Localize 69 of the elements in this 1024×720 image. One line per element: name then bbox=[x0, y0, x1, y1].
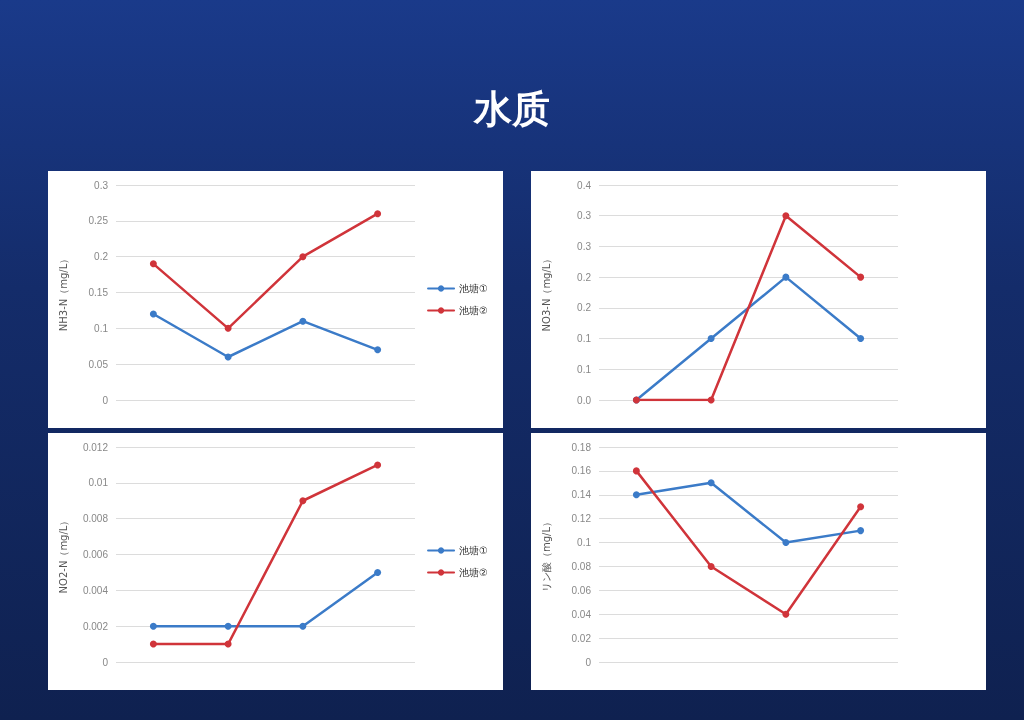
y-tick-label: 0 bbox=[585, 656, 592, 668]
point bbox=[224, 324, 232, 332]
point bbox=[782, 610, 790, 618]
y-tick-label: 0.12 bbox=[571, 513, 592, 525]
y-tick-label: 0.04 bbox=[571, 608, 592, 620]
text: 水质 bbox=[472, 86, 551, 133]
point bbox=[299, 622, 307, 630]
y-tick-label: 0.01 bbox=[88, 477, 109, 489]
y-tick-label: 0 bbox=[102, 656, 109, 668]
y-tick-label: 0 bbox=[102, 394, 109, 406]
point bbox=[857, 273, 865, 281]
point bbox=[224, 640, 232, 648]
y-tick-label: 0.05 bbox=[88, 358, 109, 370]
point bbox=[857, 527, 865, 535]
y-tick-label: 0.15 bbox=[88, 287, 109, 298]
point bbox=[224, 622, 232, 630]
y-tick-label: 0.06 bbox=[571, 584, 592, 596]
point bbox=[782, 212, 790, 220]
point bbox=[374, 346, 382, 354]
point bbox=[299, 253, 307, 261]
y-axis-title: リン酸（mg/L） bbox=[540, 516, 552, 593]
point bbox=[782, 539, 790, 547]
y-tick-label: 0.1 bbox=[577, 333, 592, 345]
point bbox=[707, 479, 715, 487]
point bbox=[149, 310, 157, 318]
point bbox=[374, 210, 382, 218]
y-tick-label: 0.1 bbox=[577, 363, 592, 375]
y-tick-label: 0.008 bbox=[82, 513, 109, 525]
y-tick-label: 0.1 bbox=[94, 322, 109, 334]
point bbox=[707, 335, 715, 343]
point bbox=[857, 503, 865, 511]
y-tick-label: 0.012 bbox=[82, 441, 109, 453]
legend-label: 池塘① bbox=[459, 283, 488, 294]
point bbox=[149, 640, 157, 648]
point bbox=[857, 335, 865, 343]
y-tick-label: 0.4 bbox=[577, 179, 592, 191]
y-tick-label: 0.08 bbox=[571, 560, 592, 572]
legend-label: 池塘① bbox=[459, 545, 488, 556]
y-tick-label: 0.002 bbox=[82, 620, 109, 632]
y-tick-label: 0.02 bbox=[571, 632, 592, 644]
point bbox=[374, 568, 382, 576]
y-tick-label: 0.2 bbox=[577, 302, 592, 314]
point bbox=[149, 260, 157, 268]
y-axis-title: NO3-N（mg/L） bbox=[540, 253, 552, 332]
y-tick-label: 0.3 bbox=[577, 240, 592, 252]
y-tick-label: 0.2 bbox=[577, 271, 592, 283]
y-tick-label: 0.2 bbox=[94, 251, 109, 263]
legend-label: 池塘② bbox=[459, 305, 488, 316]
y-tick-label: 0.1 bbox=[577, 537, 592, 549]
y-tick-label: 0.14 bbox=[571, 489, 592, 501]
y-tick-label: 0.006 bbox=[82, 549, 109, 560]
y-tick-label: 0.16 bbox=[571, 465, 592, 477]
point bbox=[299, 317, 307, 325]
y-axis-title: NH3-N（mg/L） bbox=[57, 253, 69, 332]
legend-label: 池塘② bbox=[459, 567, 488, 578]
point bbox=[782, 273, 790, 281]
point bbox=[632, 491, 640, 499]
y-tick-label: 0.18 bbox=[571, 441, 592, 453]
y-tick-label: 0.3 bbox=[577, 210, 592, 222]
y-axis-title: NO2-N（mg/L） bbox=[57, 515, 69, 594]
point bbox=[707, 562, 715, 570]
y-tick-label: 0.25 bbox=[88, 215, 109, 227]
y-tick-label: 0.004 bbox=[82, 584, 109, 596]
point bbox=[299, 497, 307, 505]
point bbox=[632, 467, 640, 475]
point bbox=[149, 622, 157, 630]
point bbox=[374, 461, 382, 469]
y-tick-label: 0.3 bbox=[94, 179, 109, 191]
y-tick-label: 0.0 bbox=[577, 394, 592, 406]
